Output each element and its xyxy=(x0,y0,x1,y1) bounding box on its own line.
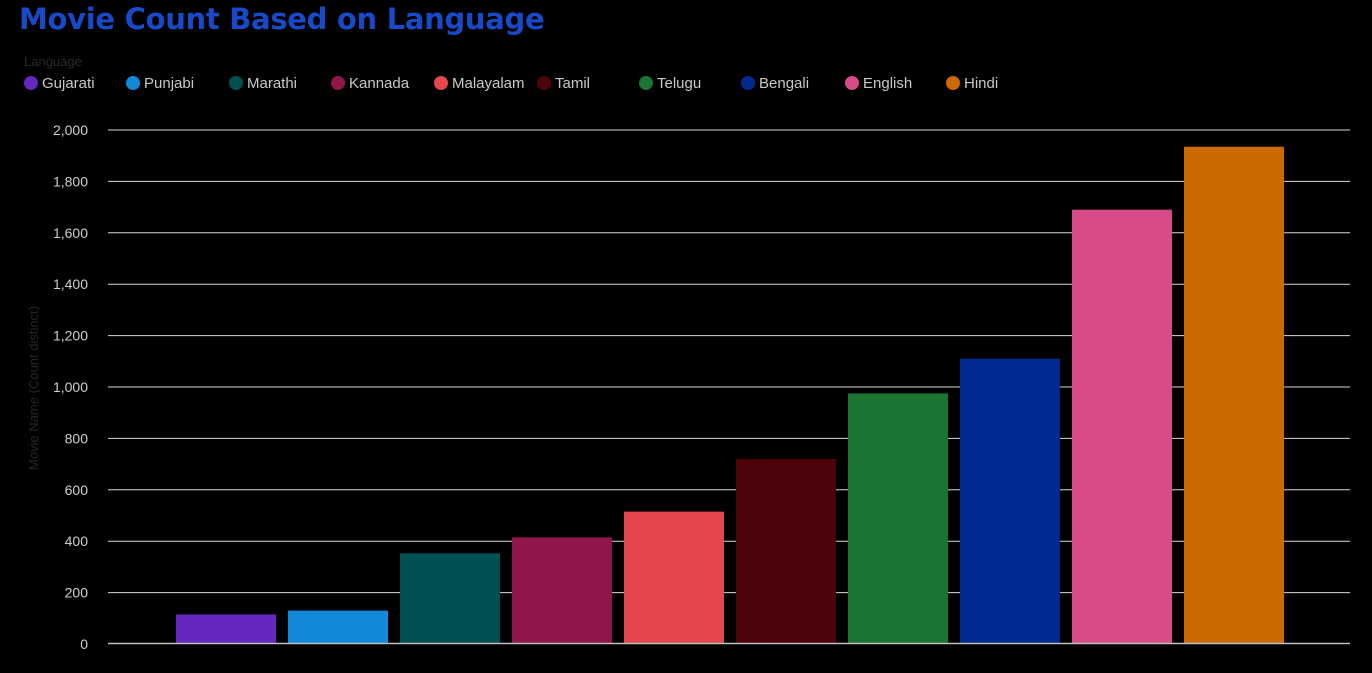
y-tick-label-1600: 1,600 xyxy=(53,225,88,241)
y-tick-label-0: 0 xyxy=(80,636,88,652)
legend-swatch-icon xyxy=(639,76,653,90)
chart-title: Movie Count Based on Language xyxy=(19,2,545,36)
bar-hindi[interactable] xyxy=(1184,146,1284,644)
y-tick-label-1200: 1,200 xyxy=(53,328,88,344)
legend-swatch-icon xyxy=(24,76,38,90)
y-tick-label-200: 200 xyxy=(65,585,89,601)
y-tick-label-800: 800 xyxy=(65,430,89,446)
legend-label: Hindi xyxy=(964,74,999,92)
bars xyxy=(176,146,1284,645)
legend-swatch-icon xyxy=(946,76,960,90)
legend-item-telugu[interactable]: Telugu xyxy=(639,73,701,93)
legend-item-gujarati[interactable]: Gujarati xyxy=(24,73,95,93)
y-tick-label-1400: 1,400 xyxy=(53,276,88,292)
legend-label: Gujarati xyxy=(42,74,95,92)
legend-label: Bengali xyxy=(759,74,810,92)
legend-item-malayalam[interactable]: Malayalam xyxy=(434,73,525,93)
legend-item-tamil[interactable]: Tamil xyxy=(537,73,590,93)
legend-swatch-icon xyxy=(126,76,140,90)
y-tick-label-1000: 1,000 xyxy=(53,379,88,395)
legend-label: Punjabi xyxy=(144,74,195,92)
legend-swatch-icon xyxy=(331,76,345,90)
legend-item-kannada[interactable]: Kannada xyxy=(331,73,409,93)
legend-swatch-icon xyxy=(741,76,755,90)
legend-swatch-icon xyxy=(845,76,859,90)
bar-telugu[interactable] xyxy=(848,393,948,644)
y-tick-label-1800: 1,800 xyxy=(53,173,88,189)
y-axis-ticks: 0 200 400 600 800 1,000 1,200 1,400 1,600 1,800 2,… xyxy=(53,122,88,652)
bar-bengali[interactable] xyxy=(960,358,1060,644)
legend-item-bengali[interactable]: Bengali xyxy=(741,73,809,93)
legend-label: Kannada xyxy=(349,74,410,92)
legend-label: Tamil xyxy=(555,74,591,92)
y-tick-label-400: 400 xyxy=(65,533,89,549)
legend-item-marathi[interactable]: Marathi xyxy=(229,73,297,93)
legend-item-english[interactable]: English xyxy=(845,73,912,93)
legend-item-hindi[interactable]: Hindi xyxy=(946,73,998,93)
legend-item-punjabi[interactable]: Punjabi xyxy=(126,73,194,93)
legend-swatch-icon xyxy=(229,76,243,90)
legend-swatch-icon xyxy=(537,76,551,90)
bar-marathi[interactable] xyxy=(400,553,500,644)
legend-label: English xyxy=(863,74,913,92)
y-tick-label-2000: 2,000 xyxy=(53,122,88,138)
legend-label: Marathi xyxy=(247,74,298,92)
legend-label: Malayalam xyxy=(452,74,525,92)
legend-swatch-icon xyxy=(434,76,448,90)
bar-tamil[interactable] xyxy=(736,458,836,644)
bar-kannada[interactable] xyxy=(512,537,612,644)
bar-malayalam[interactable] xyxy=(624,511,724,644)
bar-punjabi[interactable] xyxy=(288,610,388,644)
bar-gujarati[interactable] xyxy=(176,614,276,644)
legend: Gujarati Punjabi Marathi Kannada Malayalam Ta… xyxy=(0,73,1372,93)
legend-label: Telugu xyxy=(657,74,702,92)
bar-english[interactable] xyxy=(1072,209,1172,645)
y-axis-label: Movie Name (Count distinct) xyxy=(26,306,41,470)
legend-title: Language xyxy=(24,54,82,69)
y-tick-label-600: 600 xyxy=(65,482,89,498)
